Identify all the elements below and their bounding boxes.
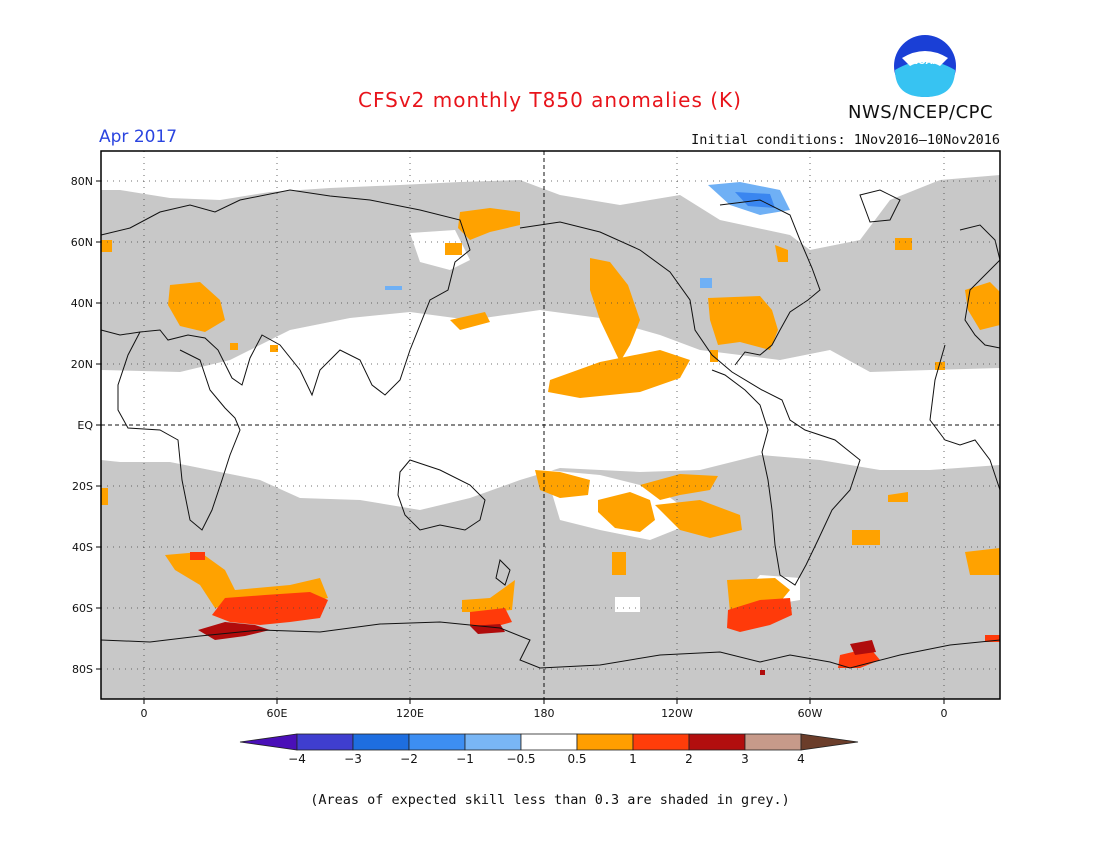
colorbar-label: −1	[456, 752, 474, 766]
lon-label: 60W	[798, 707, 823, 720]
colorbar-swatch	[520, 733, 578, 751]
lat-label: 40N	[71, 297, 93, 310]
chart-title: CFSv2 monthly T850 anomalies (K)	[358, 88, 742, 112]
warm-anomaly-2-3	[198, 622, 876, 675]
lon-label: 120E	[396, 707, 424, 720]
colorbar-arrow-min	[239, 733, 298, 751]
lat-label: 60N	[71, 236, 93, 249]
warm-anomaly-0.5-1	[101, 208, 1000, 612]
colorbar-swatch	[632, 733, 690, 751]
coastlines	[100, 189, 1001, 669]
forecast-month: Apr 2017	[99, 127, 178, 147]
lon-label: 0	[941, 707, 948, 720]
colorbar-swatch	[744, 733, 802, 751]
colorbar-label: −2	[400, 752, 418, 766]
colorbar-swatch	[296, 733, 354, 751]
lon-label: 120W	[661, 707, 693, 720]
colorbar-label: −4	[288, 752, 306, 766]
colorbar-label: 0.5	[567, 752, 586, 766]
logo-text: NOAA	[911, 57, 940, 67]
lat-label: 20N	[71, 358, 93, 371]
colorbar-swatch	[464, 733, 522, 751]
colorbar: −4 −3 −2 −1 −0.5 0.5 1 2 3 4	[239, 733, 859, 766]
initial-conditions: Initial conditions: 1Nov2016–10Nov2016	[691, 132, 1000, 148]
tick-marks	[96, 180, 945, 704]
agency-label: NWS/NCEP/CPC	[848, 102, 994, 123]
colorbar-label: −0.5	[506, 752, 535, 766]
skill-footnote: (Areas of expected skill less than 0.3 a…	[310, 792, 790, 808]
colorbar-swatch	[688, 733, 746, 751]
colorbar-label: 2	[685, 752, 693, 766]
colorbar-swatch	[576, 733, 634, 751]
lat-label: 80N	[71, 175, 93, 188]
cool-anomaly	[385, 182, 790, 290]
colorbar-label: −3	[344, 752, 362, 766]
map-gridlines	[101, 151, 1000, 699]
colorbar-label: 1	[629, 752, 637, 766]
equator-dateline	[101, 151, 1000, 699]
neutral-regions	[101, 151, 1000, 612]
lon-label: 60E	[267, 707, 288, 720]
colorbar-label: 4	[797, 752, 805, 766]
lon-label: 0	[141, 707, 148, 720]
lat-label: EQ	[77, 419, 93, 432]
lat-label: 80S	[72, 663, 93, 676]
noaa-logo: NOAA	[894, 35, 956, 97]
lat-label: 40S	[72, 541, 93, 554]
colorbar-label: 3	[741, 752, 749, 766]
colorbar-arrow-max	[800, 733, 859, 751]
lon-label: 180	[534, 707, 555, 720]
lat-label: 60S	[72, 602, 93, 615]
longitude-labels: 0 60E 120E 180 120W 60W 0	[141, 707, 948, 720]
colorbar-swatch	[352, 733, 410, 751]
colorbar-swatch	[408, 733, 466, 751]
warm-anomaly-1-2	[190, 552, 1000, 668]
latitude-labels: 80N 60N 40N 20N EQ 20S 40S 60S 80S	[71, 175, 94, 676]
lat-label: 20S	[72, 480, 93, 493]
